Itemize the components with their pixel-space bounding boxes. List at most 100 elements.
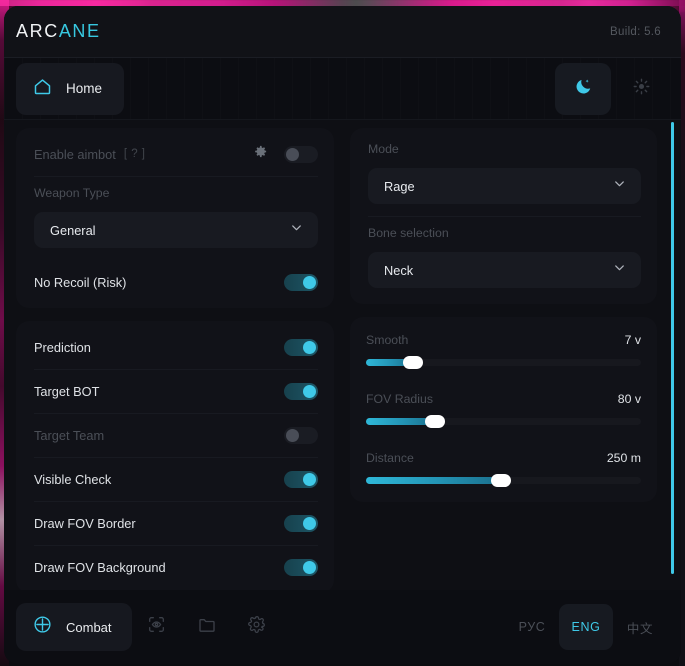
theme-switcher (555, 62, 669, 115)
sun-icon (633, 78, 650, 100)
slider-fill (366, 418, 435, 425)
settings-gear-icon (247, 615, 266, 639)
slider-group: Distance 250 m (350, 439, 657, 498)
mode-select[interactable]: Rage (368, 168, 641, 204)
slider-fill (366, 359, 413, 366)
background-top-glow-bright (0, 0, 685, 6)
footer-bar: Combat (4, 590, 681, 664)
weapon-type-select[interactable]: General (34, 212, 318, 248)
row-no-recoil-left: No Recoil (Risk) (34, 275, 126, 290)
logo-text-primary: ARC (16, 21, 59, 41)
no-recoil-label: No Recoil (Risk) (34, 274, 127, 290)
mode-value: Rage (384, 178, 415, 194)
bone-selection-label: Bone selection (368, 226, 449, 240)
toggle-row-label: Draw FOV Border (34, 515, 136, 531)
mode-label: Mode (368, 142, 399, 156)
toggle-row[interactable]: Draw FOV Background (16, 545, 334, 589)
no-recoil-toggle[interactable] (284, 273, 318, 291)
footer-tab-configs[interactable] (182, 603, 232, 651)
toggle-knob (303, 560, 316, 574)
toggle-switch[interactable] (284, 514, 318, 532)
folder-icon (197, 615, 217, 640)
footer-tab-combat-label: Combat (66, 619, 112, 635)
slider-group: Smooth 7 v (350, 321, 657, 380)
slider-value: 7 v (624, 333, 641, 347)
slider-head: FOV Radius 80 v (366, 392, 641, 406)
gear-icon[interactable] (253, 144, 268, 164)
toggle-knob (286, 147, 299, 161)
navigation-bar: Home (4, 58, 681, 120)
row-enable-aimbot-right (253, 144, 318, 164)
slider-group: FOV Radius 80 v (350, 380, 657, 439)
toggle-row[interactable]: Draw FOV Border (16, 501, 334, 545)
bone-selection-group: Bone selection Neck (350, 216, 657, 300)
chevron-down-icon (612, 260, 627, 280)
logo-text-accent: ANE (58, 21, 101, 41)
nav-item-home-label: Home (66, 81, 103, 96)
toggle-knob (303, 384, 316, 398)
toggle-row[interactable]: Visible Check (16, 457, 334, 501)
toggle-switch[interactable] (284, 338, 318, 356)
footer-tab-combat[interactable]: Combat (16, 603, 132, 651)
weapon-type-group: Weapon Type General (16, 176, 334, 260)
slider-handle[interactable] (424, 415, 445, 428)
toggle-switch[interactable] (284, 558, 318, 576)
toggle-knob (303, 516, 316, 530)
enable-aimbot-help-hint[interactable]: [ ? ] (123, 148, 146, 160)
app-logo: ARCANE (16, 21, 101, 42)
slider-handle[interactable] (490, 474, 511, 487)
visuals-eye-icon (147, 615, 166, 639)
row-no-recoil[interactable]: No Recoil (Risk) (16, 260, 334, 304)
language-option[interactable]: РУС (518, 620, 546, 634)
toggle-row[interactable]: Prediction (16, 325, 334, 369)
slider-value: 80 v (617, 392, 641, 406)
theme-dark-button[interactable] (555, 62, 611, 115)
slider-value: 250 m (606, 451, 641, 465)
mode-group: Mode Rage (350, 132, 657, 216)
toggle-switch[interactable] (284, 470, 318, 488)
enable-aimbot-toggle[interactable] (284, 145, 318, 163)
moon-icon (574, 77, 593, 101)
theme-light-button[interactable] (613, 63, 669, 115)
weapon-type-label: Weapon Type (34, 186, 110, 200)
toggle-knob (303, 340, 316, 354)
toggle-switch[interactable] (284, 382, 318, 400)
toggle-row[interactable]: Target BOT (16, 369, 334, 413)
footer-tab-settings[interactable] (232, 603, 282, 651)
slider-handle[interactable] (402, 356, 423, 369)
mode-card: Mode Rage Bone selection Neck (350, 128, 657, 304)
settings-body: Enable aimbot [ ? ] Wea (4, 120, 681, 590)
slider-track[interactable] (366, 356, 641, 369)
language-switcher: РУС ENG 中文 (505, 604, 667, 650)
toggle-switch[interactable] (284, 426, 318, 444)
app-header: ARCANE Build: 5.6 (4, 6, 681, 58)
vertical-scrollbar[interactable] (671, 122, 674, 574)
language-option[interactable]: ENG (559, 604, 613, 650)
row-enable-aimbot[interactable]: Enable aimbot [ ? ] (16, 132, 334, 176)
toggle-row[interactable]: Target Team (16, 413, 334, 457)
weapon-type-value: General (50, 222, 96, 238)
slider-label: Smooth (366, 333, 409, 347)
toggle-row-label: Prediction (34, 339, 91, 355)
chevron-down-icon (289, 220, 304, 240)
slider-track[interactable] (366, 415, 641, 428)
crosshair-icon (32, 614, 53, 640)
slider-fill (366, 477, 501, 484)
sliders-card: Smooth 7 v FOV Radius 80 v Distance 250 m (350, 317, 657, 502)
slider-track[interactable] (366, 474, 641, 487)
right-settings-column: Mode Rage Bone selection Neck (350, 128, 657, 590)
chevron-down-icon (612, 176, 627, 196)
slider-label: FOV Radius (366, 392, 433, 406)
footer-tab-visuals[interactable] (132, 603, 182, 651)
app-window: ARCANE Build: 5.6 Home (4, 6, 681, 664)
background-right-glow (679, 0, 685, 666)
toggle-row-label: Draw FOV Background (34, 559, 166, 575)
slider-label: Distance (366, 451, 414, 465)
toggle-row-label: Visible Check (34, 471, 112, 487)
toggle-knob (303, 275, 316, 289)
bone-selection-select[interactable]: Neck (368, 252, 641, 288)
toggle-knob (286, 428, 299, 442)
nav-item-home[interactable]: Home (16, 62, 125, 115)
toggle-knob (303, 472, 316, 486)
language-option[interactable]: 中文 (626, 621, 654, 636)
